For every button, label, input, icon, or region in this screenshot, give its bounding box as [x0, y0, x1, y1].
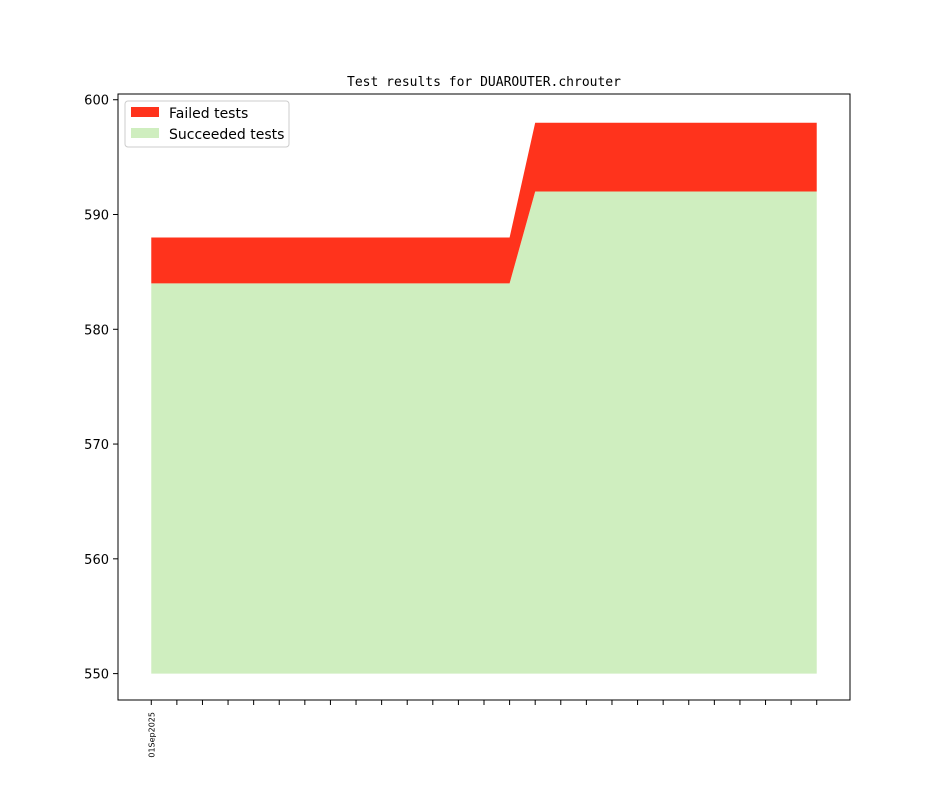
legend: Failed tests Succeeded tests — [124, 100, 290, 148]
legend-box — [124, 100, 290, 148]
legend-label-failed: Failed tests — [169, 106, 248, 122]
x-axis: 01Sep2025 — [147, 700, 818, 758]
y-tick-label: 590 — [84, 209, 109, 224]
area-layer — [151, 122, 817, 674]
y-tick-label: 570 — [84, 438, 109, 453]
legend-swatch-failed — [131, 107, 159, 117]
area-failed-tests — [151, 122, 817, 284]
chart-title: Test results for DUAROUTER.chrouter — [347, 75, 621, 90]
area-succeeded-tests — [151, 191, 817, 674]
y-tick-label: 580 — [84, 323, 109, 338]
legend-swatch-succeeded — [131, 128, 159, 138]
x-tick-label: 01Sep2025 — [147, 712, 156, 758]
y-axis: 550 560 570 580 590 600 — [84, 94, 118, 683]
y-tick-label: 550 — [84, 668, 109, 683]
y-tick-label: 600 — [84, 94, 109, 109]
y-tick-label: 560 — [84, 553, 109, 568]
legend-label-succeeded: Succeeded tests — [169, 127, 284, 143]
